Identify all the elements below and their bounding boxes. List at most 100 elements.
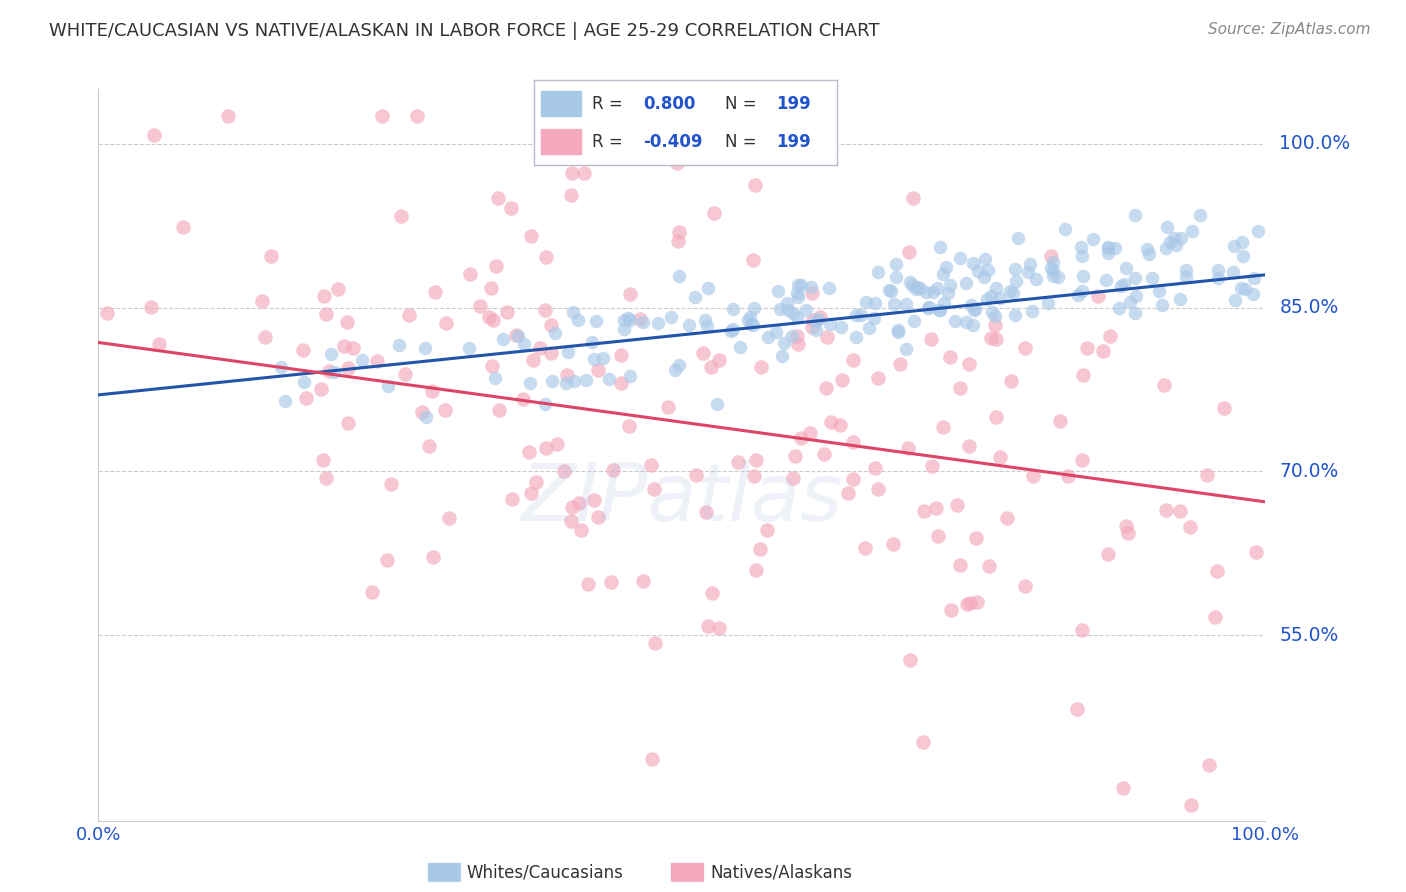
Whites/Caucasians (415, 409, 437, 424)
Natives/Alaskans (697, 619, 720, 633)
Natives/Alaskans (959, 596, 981, 610)
Whites/Caucasians (817, 281, 839, 295)
Whites/Caucasians (786, 290, 808, 304)
Natives/Alaskans (1112, 781, 1135, 796)
Natives/Alaskans (831, 373, 853, 387)
Whites/Caucasians (1168, 292, 1191, 306)
Natives/Alaskans (815, 330, 838, 344)
Natives/Alaskans (295, 391, 318, 405)
Natives/Alaskans (534, 441, 557, 455)
Natives/Alaskans (398, 308, 420, 322)
Whites/Caucasians (1142, 271, 1164, 285)
Natives/Alaskans (568, 495, 591, 509)
Whites/Caucasians (613, 322, 636, 336)
Whites/Caucasians (960, 298, 983, 312)
Whites/Caucasians (1001, 286, 1024, 301)
Whites/Caucasians (921, 285, 943, 299)
Natives/Alaskans (534, 250, 557, 264)
Whites/Caucasians (741, 318, 763, 332)
Natives/Alaskans (956, 597, 979, 611)
Natives/Alaskans (1057, 469, 1080, 483)
Natives/Alaskans (643, 482, 665, 496)
Whites/Caucasians (1232, 249, 1254, 263)
Whites/Caucasians (928, 303, 950, 318)
Natives/Alaskans (488, 403, 510, 417)
Natives/Alaskans (1040, 249, 1063, 263)
Whites/Caucasians (696, 319, 718, 334)
Natives/Alaskans (727, 455, 749, 469)
Natives/Alaskans (897, 441, 920, 455)
Natives/Alaskans (932, 420, 955, 434)
Whites/Caucasians (270, 360, 292, 375)
Whites/Caucasians (980, 288, 1002, 302)
Whites/Caucasians (928, 240, 950, 254)
Whites/Caucasians (557, 344, 579, 359)
Whites/Caucasians (294, 376, 316, 390)
Natives/Alaskans (312, 289, 335, 303)
Natives/Alaskans (1014, 341, 1036, 355)
Natives/Alaskans (939, 603, 962, 617)
Natives/Alaskans (617, 419, 640, 434)
Whites/Caucasians (1073, 268, 1095, 283)
Whites/Caucasians (319, 347, 342, 361)
Whites/Caucasians (765, 326, 787, 340)
Whites/Caucasians (851, 308, 873, 322)
Whites/Caucasians (862, 310, 884, 325)
Natives/Alaskans (742, 469, 765, 483)
Whites/Caucasians (786, 286, 808, 301)
Natives/Alaskans (1022, 468, 1045, 483)
Natives/Alaskans (837, 485, 859, 500)
Natives/Alaskans (1178, 520, 1201, 534)
Natives/Alaskans (1087, 288, 1109, 302)
Natives/Alaskans (984, 318, 1007, 332)
Natives/Alaskans (253, 330, 276, 344)
Whites/Caucasians (905, 282, 928, 296)
Natives/Alaskans (422, 549, 444, 564)
Whites/Caucasians (845, 329, 868, 343)
Natives/Alaskans (418, 439, 440, 453)
Natives/Alaskans (841, 472, 863, 486)
Natives/Alaskans (965, 532, 987, 546)
Natives/Alaskans (217, 110, 239, 124)
Natives/Alaskans (315, 307, 337, 321)
Natives/Alaskans (1206, 564, 1229, 578)
Whites/Caucasians (1241, 286, 1264, 301)
Natives/Alaskans (695, 505, 717, 519)
Text: N =: N = (724, 95, 762, 113)
Natives/Alaskans (501, 492, 523, 507)
Whites/Caucasians (1156, 220, 1178, 235)
Natives/Alaskans (912, 503, 935, 517)
Natives/Alaskans (496, 305, 519, 319)
Whites/Caucasians (492, 332, 515, 346)
Whites/Caucasians (668, 269, 690, 284)
Natives/Alaskans (786, 337, 808, 351)
Whites/Caucasians (1123, 306, 1146, 320)
Whites/Caucasians (1247, 224, 1270, 238)
Natives/Alaskans (312, 453, 335, 467)
Natives/Alaskans (865, 461, 887, 475)
Natives/Alaskans (1000, 374, 1022, 388)
Whites/Caucasians (1174, 270, 1197, 285)
Natives/Alaskans (529, 342, 551, 356)
Natives/Alaskans (668, 225, 690, 239)
Text: Natives/Alaskans: Natives/Alaskans (710, 863, 852, 881)
Whites/Caucasians (830, 320, 852, 334)
Whites/Caucasians (1097, 242, 1119, 256)
Natives/Alaskans (610, 348, 633, 362)
Natives/Alaskans (517, 445, 540, 459)
Whites/Caucasians (1170, 231, 1192, 245)
Natives/Alaskans (311, 382, 333, 396)
Whites/Caucasians (776, 295, 799, 310)
Whites/Caucasians (1243, 270, 1265, 285)
Natives/Alaskans (389, 209, 412, 223)
FancyBboxPatch shape (540, 90, 582, 118)
Whites/Caucasians (845, 308, 868, 322)
Whites/Caucasians (1229, 281, 1251, 295)
Whites/Caucasians (1108, 301, 1130, 316)
Whites/Caucasians (1136, 242, 1159, 256)
Natives/Alaskans (336, 416, 359, 430)
Natives/Alaskans (640, 458, 662, 472)
Natives/Alaskans (505, 327, 527, 342)
Whites/Caucasians (858, 321, 880, 335)
Whites/Caucasians (965, 301, 987, 316)
